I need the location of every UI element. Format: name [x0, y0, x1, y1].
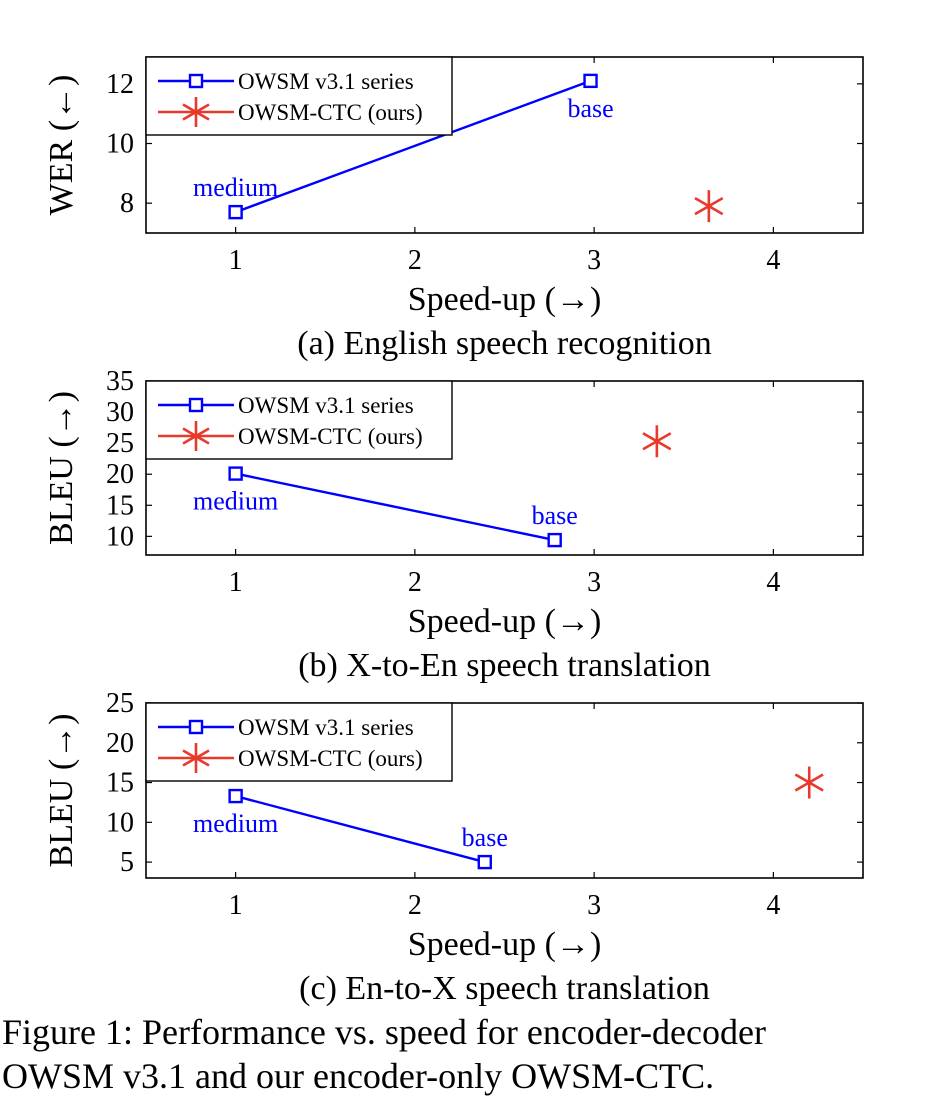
legend: OWSM v3.1 series OWSM-CTC (ours): [145, 380, 453, 460]
x-axis-label: Speed-up (→): [408, 281, 602, 318]
legend-marker-spoke: [195, 103, 210, 114]
legend-label: OWSM-CTC (ours): [238, 100, 423, 125]
data-point-asterisk: [794, 766, 824, 799]
legend-label: OWSM-CTC (ours): [238, 746, 423, 771]
data-point-asterisk: [642, 425, 672, 458]
chart-panel-3: 1 2 3 4 5 10 15 20 25 Speed-up (→) BLEU (→) (c) En-…: [43, 688, 864, 1007]
y-tick-label: 35: [106, 366, 134, 397]
legend-label: OWSM v3.1 series: [238, 393, 414, 418]
series-line-1: [235, 79, 591, 214]
legend-marker-spoke: [195, 756, 210, 767]
y-tick-label: 12: [106, 69, 134, 100]
legend-marker-spoke: [182, 434, 197, 445]
legend-marker-spoke: [182, 756, 197, 767]
point-label: medium: [193, 487, 278, 516]
subfigure-caption: (a) English speech recognition: [297, 325, 711, 362]
asterisk-spoke: [694, 197, 710, 208]
figure-caption: Figure 1: Performance vs. speed for enco…: [2, 1010, 937, 1098]
asterisk-spoke: [794, 773, 810, 784]
asterisk-spoke: [794, 781, 810, 792]
y-axis-label: BLEU (→): [43, 714, 80, 868]
plot-frame: [145, 380, 864, 556]
data-point-asterisk: [694, 190, 724, 223]
x-tick-label: 2: [408, 890, 422, 921]
x-tick-label: 1: [229, 567, 243, 598]
data-point-square: [228, 788, 243, 804]
x-tick-label: 3: [587, 890, 601, 921]
y-axis-label: BLEU (→): [43, 391, 80, 545]
point-label: base: [532, 501, 578, 530]
subfigure-caption: (c) En-to-X speech translation: [299, 970, 710, 1007]
asterisk-spoke: [656, 440, 672, 451]
legend-label: OWSM v3.1 series: [238, 715, 414, 740]
series-line-1: [235, 794, 486, 864]
x-tick-label: 2: [408, 245, 422, 276]
legend-marker-square: [188, 719, 204, 735]
asterisk-spoke: [808, 773, 824, 784]
series-line-1: [235, 472, 555, 542]
point-label: medium: [193, 173, 278, 202]
x-tick-label: 4: [766, 567, 780, 598]
x-tick-label: 2: [408, 567, 422, 598]
legend-label: OWSM v3.1 series: [238, 69, 414, 94]
point-label: medium: [193, 809, 278, 838]
x-axis-label: Speed-up (→): [408, 603, 602, 640]
y-tick-label: 25: [106, 428, 134, 459]
x-tick-label: 4: [766, 890, 780, 921]
point-label: base: [462, 823, 508, 852]
x-tick-label: 3: [587, 567, 601, 598]
subfigure-caption: (b) X-to-En speech translation: [298, 647, 711, 684]
y-tick-label: 15: [106, 768, 134, 799]
asterisk-spoke: [708, 205, 724, 216]
asterisk-spoke: [656, 432, 672, 443]
y-tick-label: 10: [106, 807, 134, 838]
y-tick-label: 10: [106, 521, 134, 552]
data-point-square: [477, 854, 492, 870]
y-tick-label: 25: [106, 688, 134, 719]
x-tick-label: 3: [587, 245, 601, 276]
legend-marker-square: [188, 397, 204, 413]
x-axis-label: Speed-up (→): [408, 926, 602, 963]
y-tick-label: 8: [120, 188, 134, 219]
y-tick-label: 5: [120, 847, 134, 878]
asterisk-spoke: [642, 440, 658, 451]
y-tick-label: 10: [106, 129, 134, 160]
data-point-square: [547, 532, 562, 548]
point-label: base: [567, 94, 613, 123]
figure-caption-line-2: OWSM v3.1 and our encoder-only OWSM-CTC.: [2, 1056, 715, 1096]
asterisk-spoke: [708, 197, 724, 208]
legend-marker-spoke: [182, 427, 197, 438]
asterisk-spoke: [694, 205, 710, 216]
legend-marker-spoke: [195, 427, 210, 438]
legend-marker-spoke: [195, 434, 210, 445]
y-tick-label: 15: [106, 490, 134, 521]
y-tick-label: 30: [106, 397, 134, 428]
asterisk-spoke: [808, 781, 824, 792]
legend-marker-spoke: [195, 749, 210, 760]
asterisk-spoke: [642, 432, 658, 443]
x-tick-label: 4: [766, 245, 780, 276]
plot-frame: [145, 56, 864, 234]
legend-marker-square: [188, 73, 204, 89]
legend: OWSM v3.1 series OWSM-CTC (ours): [145, 56, 453, 136]
y-axis-label: WER (←): [43, 75, 80, 216]
data-point-square: [228, 466, 243, 481]
y-tick-label: 20: [106, 459, 134, 490]
figure-caption-line-1: Figure 1: Performance vs. speed for enco…: [2, 1012, 766, 1052]
x-tick-label: 1: [229, 890, 243, 921]
legend-label: OWSM-CTC (ours): [238, 424, 423, 449]
y-tick-label: 20: [106, 728, 134, 759]
legend-marker-spoke: [182, 103, 197, 114]
data-point-square: [228, 204, 243, 220]
legend-marker-spoke: [182, 110, 197, 121]
plot-frame: [145, 702, 864, 879]
legend: OWSM v3.1 series OWSM-CTC (ours): [145, 702, 453, 782]
x-tick-label: 1: [229, 245, 243, 276]
legend-marker-spoke: [195, 110, 210, 121]
legend-marker-spoke: [182, 749, 197, 760]
data-point-square: [583, 73, 598, 89]
